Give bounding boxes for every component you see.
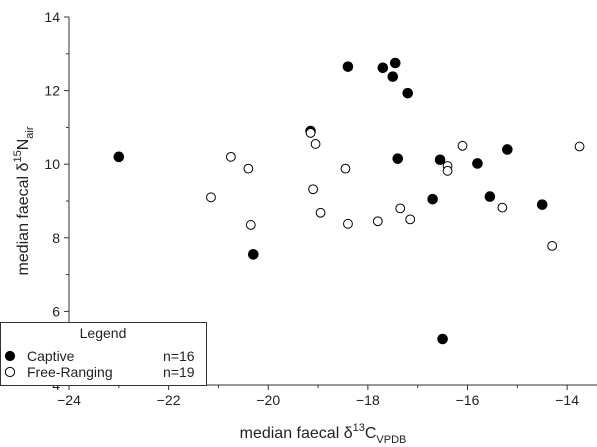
y-axis-title: median faecal δ15Nair [12,126,36,275]
point-free-ranging [340,163,351,174]
y-tick-6-label: 6 [52,303,60,319]
legend-marker-free-ranging [4,366,16,378]
point-free-ranging [243,163,254,174]
point-free-ranging [305,128,316,138]
point-free-ranging [315,207,326,218]
point-captive [434,154,446,166]
x-tick-neg22-label: −22 [157,392,181,408]
y-tick-12-label: 12 [44,83,60,99]
point-free-ranging [372,216,383,227]
legend-label-free-ranging: Free-Ranging [27,364,113,380]
point-free-ranging [225,151,236,162]
point-free-ranging [245,220,256,230]
legend-title: Legend [80,325,127,341]
legend-count-captive: n=16 [163,348,195,364]
point-free-ranging [574,141,585,152]
point-free-ranging [343,218,353,229]
point-free-ranging [206,192,216,203]
point-captive [248,249,259,260]
legend: Legend Captive n=16 Free-Ranging n=19 [0,322,207,386]
x-axis-title-element: C [365,425,377,442]
point-free-ranging [395,203,406,214]
legend-count-free-ranging: n=19 [163,364,195,380]
point-captive [536,199,548,210]
point-captive [484,191,496,202]
x-axis-ticks: −24 −22 −20 −18 −16 −14 [57,385,579,408]
point-captive [502,144,513,155]
point-captive [402,87,414,99]
point-captive [392,153,404,164]
point-free-ranging [308,184,318,195]
x-axis-title: median faecal δ13CVPDB [240,422,407,446]
data-points [113,57,585,345]
x-tick-neg18-label: −18 [356,392,380,408]
point-free-ranging [310,139,321,149]
point-captive [389,57,401,69]
point-captive [437,333,448,345]
x-tick-neg20-label: −20 [256,392,280,408]
x-tick-neg14-label: −14 [555,392,579,408]
point-free-ranging [497,202,508,213]
point-captive [377,62,389,74]
y-tick-14-label: 14 [44,9,60,25]
x-axis-title-superscript: 13 [353,422,365,434]
legend-box [0,322,207,386]
point-captive [427,193,438,205]
x-axis-title-prefix: median faecal δ [240,425,353,442]
y-tick-10-label: 10 [44,156,60,172]
y-axis-title-superscript: 15 [12,150,24,162]
point-free-ranging [457,140,468,151]
x-axis-title-subscript: VPDB [376,434,406,446]
point-captive [342,61,354,72]
y-axis-title-element: N [15,139,32,151]
point-free-ranging [442,165,453,176]
y-tick-8-label: 8 [52,230,60,246]
y-axis-title-subscript: air [24,126,36,139]
legend-label-captive: Captive [27,348,75,364]
y-axis-title-prefix: median faecal δ [15,162,32,275]
point-free-ranging [405,214,416,225]
x-tick-neg16-label: −16 [456,392,480,408]
point-captive [113,151,125,163]
point-captive [387,71,399,82]
point-captive [472,158,483,169]
legend-marker-captive [4,350,16,362]
x-tick-neg24-label: −24 [57,392,81,408]
point-free-ranging [547,240,558,251]
